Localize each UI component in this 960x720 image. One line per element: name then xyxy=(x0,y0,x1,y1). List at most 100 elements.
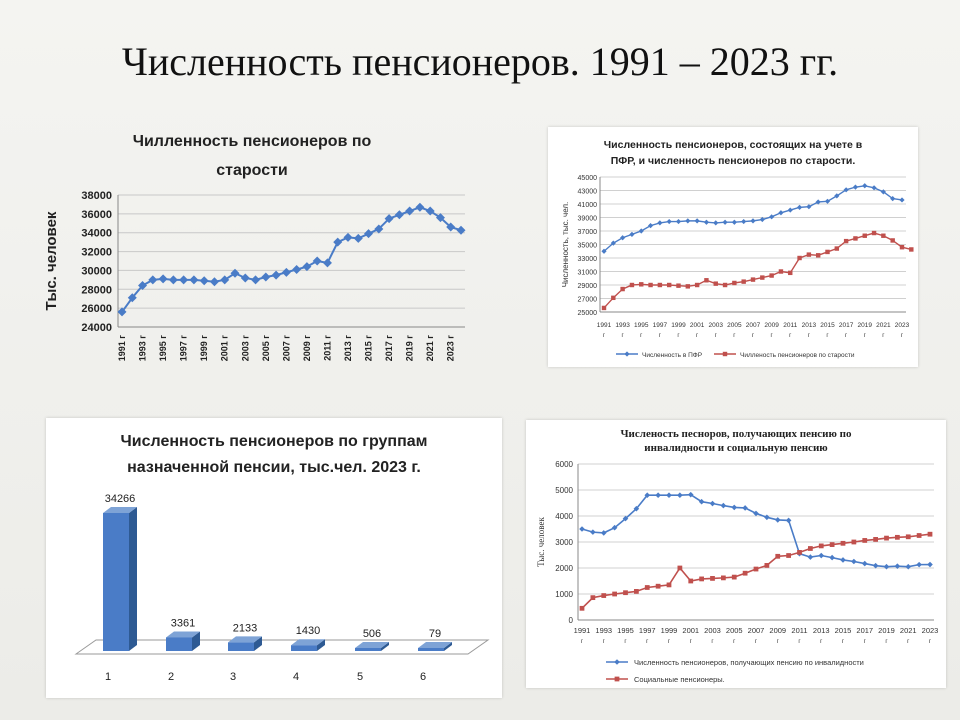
chart2-legend-marker-2 xyxy=(722,351,728,357)
chart2-x-tick: 2015 xyxy=(820,322,835,329)
chart2-point-1 xyxy=(694,218,700,224)
chart1-point xyxy=(456,225,466,235)
chart4-point-2 xyxy=(894,534,900,540)
chart2-point-2 xyxy=(797,255,802,261)
chart2-x-tick: 2023 xyxy=(895,322,910,329)
chart4-point-1 xyxy=(590,529,596,535)
chart2-x-suffix: г xyxy=(640,333,643,339)
chart2-legend-marker-1 xyxy=(624,351,630,357)
chart2-y-tick: 27000 xyxy=(578,297,598,304)
chart4-x-suffix: г xyxy=(864,639,867,645)
chart4-x-tick: 2003 xyxy=(704,626,721,635)
chart2-legend-label-2: Чилленость пенсионеров по старости xyxy=(740,352,855,359)
chart1-point xyxy=(189,275,199,285)
chart2-x-suffix: г xyxy=(808,333,811,339)
chart2-point-1 xyxy=(890,196,896,202)
chart3-value-label: 79 xyxy=(429,628,441,640)
chart4-title-line2: инвалидности и социальную пенсию xyxy=(644,442,827,454)
chart2-point-1 xyxy=(657,220,663,226)
chart2-y-tick: 33000 xyxy=(578,256,598,263)
chart3-category-label: 4 xyxy=(293,671,299,683)
chart2-x-suffix: г xyxy=(733,333,736,339)
chart2-point-1 xyxy=(843,187,849,193)
chart4-point-2 xyxy=(623,590,628,596)
chart2-svg: Численность пенсионеров, состоящих на уч… xyxy=(561,139,914,359)
chart2-point-2 xyxy=(639,282,644,287)
chart1-point xyxy=(117,307,127,317)
chart3-bar xyxy=(103,513,129,651)
chart2-point-1 xyxy=(815,199,821,205)
chart2-point-1 xyxy=(824,198,831,204)
chart4-point-2 xyxy=(884,535,889,541)
chart1-point xyxy=(138,281,148,291)
chart3-bar xyxy=(418,648,444,651)
chart3-value-label: 1430 xyxy=(296,625,320,637)
chart2-x-tick: 1995 xyxy=(634,322,649,329)
chart1-point xyxy=(158,274,168,284)
chart4-point-2 xyxy=(677,565,683,571)
chart2-point-2 xyxy=(890,238,895,243)
chart4-legend-marker-2 xyxy=(614,676,620,682)
chart1-point xyxy=(230,268,240,278)
chart2-point-1 xyxy=(769,214,775,220)
chart4-x-tick: 2017 xyxy=(856,626,873,635)
chart2-point-1 xyxy=(731,219,737,225)
chart2-x-suffix: г xyxy=(659,333,662,339)
chart4-point-1 xyxy=(753,510,759,517)
chart2-point-2 xyxy=(806,252,812,257)
chart2-x-tick: 2005 xyxy=(727,322,742,329)
chart3-value-label: 34266 xyxy=(105,493,136,505)
chart2-legend-label-1: Численность в ПФР xyxy=(642,352,702,359)
chart4-point-2 xyxy=(905,534,911,540)
chart4-x-tick: 2009 xyxy=(769,626,786,635)
chart2-x-tick: 2007 xyxy=(746,322,761,329)
chart2-point-2 xyxy=(815,253,821,258)
chart2-y-tick: 41000 xyxy=(578,202,598,209)
chart1-y-tick: 24000 xyxy=(81,322,112,334)
chart1-x-tick: 2007 г xyxy=(281,335,291,362)
chart4-y-tick: 2000 xyxy=(555,564,573,573)
chart4-x-suffix: г xyxy=(733,639,736,645)
chart2-point-1 xyxy=(713,220,719,226)
chart1-point xyxy=(384,214,394,224)
chart4-point-1 xyxy=(851,558,857,565)
chart4-point-2 xyxy=(797,550,802,555)
chart3-category-label: 3 xyxy=(230,671,236,683)
chart4-point-2 xyxy=(818,543,824,549)
chart4-x-suffix: г xyxy=(842,639,845,645)
chart4-x-tick: 2015 xyxy=(835,626,852,635)
chart2-y-tick: 35000 xyxy=(578,243,598,250)
chart2-point-2 xyxy=(871,230,877,236)
chart2-point-2 xyxy=(601,305,607,311)
chart4-x-suffix: г xyxy=(581,639,584,645)
chart4-y-tick: 0 xyxy=(569,616,574,625)
chart2-x-suffix: г xyxy=(826,333,829,339)
chart1-x-tick: 2003 г xyxy=(240,335,250,362)
chart2-x-tick: 2003 xyxy=(709,322,724,329)
chart4-y-tick: 5000 xyxy=(555,486,573,495)
chart1-point xyxy=(394,210,404,220)
chart2-title-line1: Численность пенсионеров, состоящих на уч… xyxy=(604,139,863,151)
chart1-x-tick: 1999 г xyxy=(199,335,209,362)
chart1-point xyxy=(333,237,343,247)
chart4-point-2 xyxy=(916,533,922,538)
chart4-x-suffix: г xyxy=(603,639,606,645)
chart1-point xyxy=(220,275,230,285)
chart3-category-label: 6 xyxy=(420,671,426,683)
chart1-title-line2: старости xyxy=(216,162,288,179)
chart2-x-suffix: г xyxy=(771,333,774,339)
chart4-y-tick: 6000 xyxy=(555,460,573,469)
chart4-point-2 xyxy=(579,605,585,611)
chart2-x-tick: 2019 xyxy=(858,322,873,329)
chart4-x-suffix: г xyxy=(798,639,801,645)
chart2-point-2 xyxy=(843,238,849,244)
chart3-svg: Численность пенсионеров по группам назнач… xyxy=(74,433,490,683)
chart1-point xyxy=(261,272,271,282)
chart3-bar-top xyxy=(228,636,262,643)
chart2-x-suffix: г xyxy=(715,333,718,339)
chart2-point-1 xyxy=(806,204,812,210)
chart4-legend-label-1: Численность пенсионеров, получающих пенс… xyxy=(634,658,864,667)
chart2-point-2 xyxy=(909,247,914,252)
chart2-point-1 xyxy=(666,218,672,225)
chart2-point-1 xyxy=(871,185,877,191)
